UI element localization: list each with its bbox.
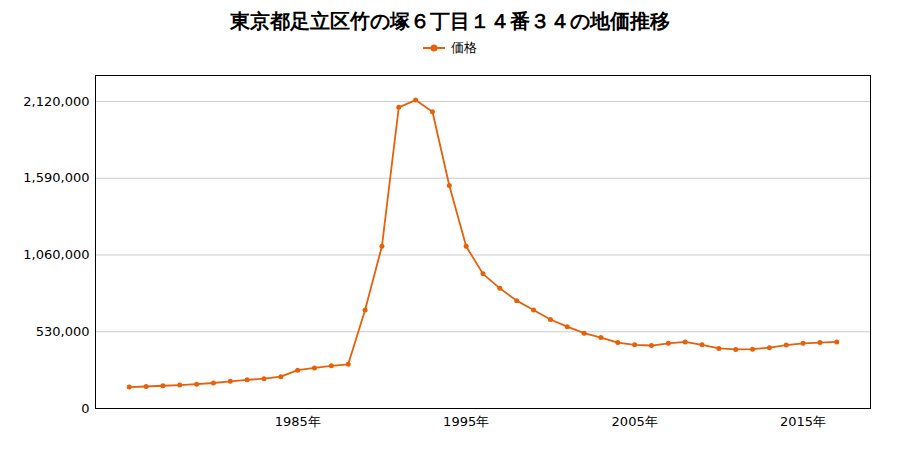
html-text:東京都足立区竹の塚６丁目１４番３４の地価推移: 東京都足立区竹の塚６丁目１４番３４の地価推移 bbox=[230, 9, 670, 33]
html-text:価格: 価格 bbox=[451, 40, 477, 55]
svg-text:1,060,000: 1,060,000 bbox=[23, 247, 89, 262]
svg-text:530,000: 530,000 bbox=[36, 324, 90, 339]
svg-text:1985年: 1985年 bbox=[275, 414, 321, 429]
svg-text:1,590,000: 1,590,000 bbox=[23, 170, 89, 185]
svg-text:2005年: 2005年 bbox=[612, 414, 658, 429]
svg-text:2015年: 2015年 bbox=[780, 414, 826, 429]
svg-text:0: 0 bbox=[81, 401, 89, 416]
svg-text:1995年: 1995年 bbox=[443, 414, 489, 429]
svg-text:2,120,000: 2,120,000 bbox=[23, 94, 89, 109]
